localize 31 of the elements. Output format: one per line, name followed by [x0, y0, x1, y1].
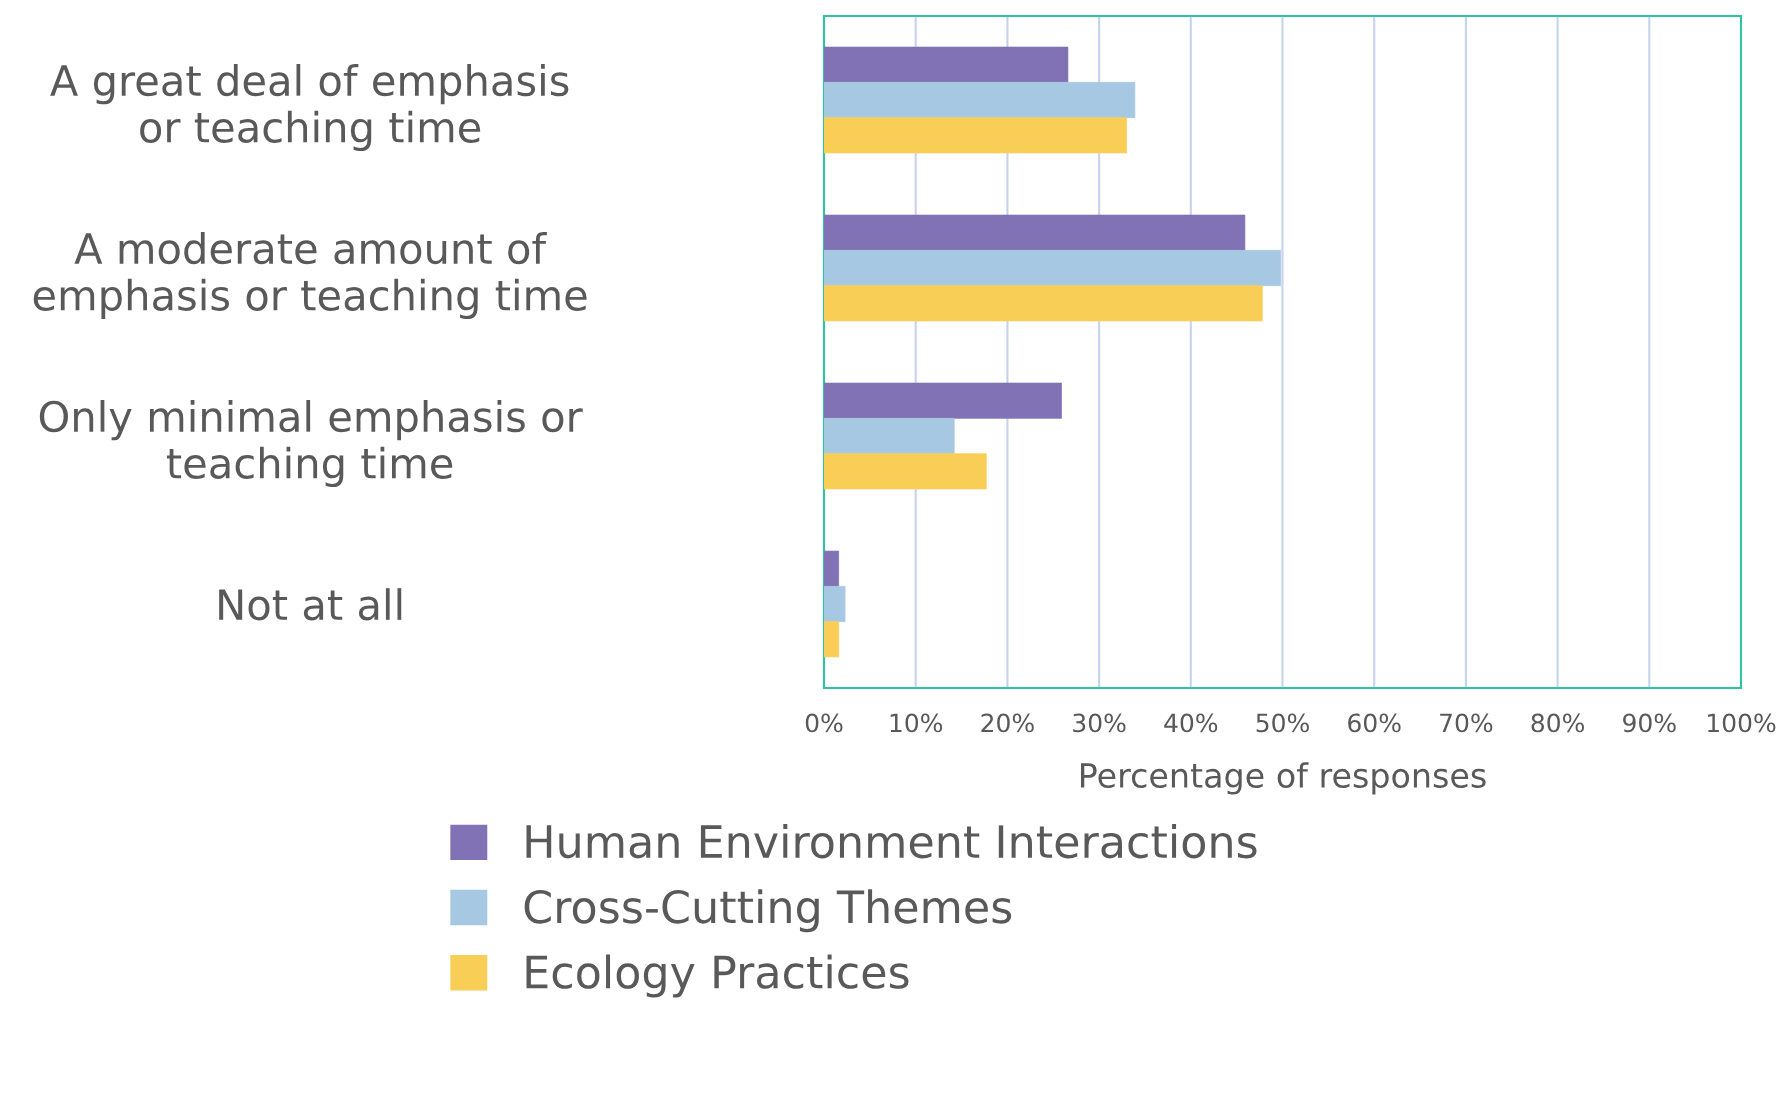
x-tick-label: 60%	[1348, 713, 1401, 733]
y-tick-label: A moderate amount of emphasis or teaching time	[33, 232, 587, 319]
x-axis-title: Percentage of responses	[1080, 762, 1486, 795]
legend-label: Cross-Cutting Themes	[524, 889, 1012, 933]
bar	[824, 453, 987, 490]
x-tick-label: 80%	[1531, 713, 1584, 733]
bar	[824, 285, 1263, 322]
x-tick-label: 10%	[890, 713, 943, 733]
x-tick-label: 70%	[1440, 713, 1493, 733]
bar	[824, 46, 1069, 83]
bar	[824, 82, 1136, 118]
bar	[824, 621, 840, 658]
x-tick-label: 30%	[1073, 713, 1126, 733]
y-tick-label: A great deal of emphasis or teaching time	[50, 64, 569, 151]
bar	[824, 250, 1282, 286]
x-tick-label: 90%	[1623, 713, 1676, 733]
bar	[824, 586, 846, 622]
bar	[824, 382, 1062, 419]
x-tick-label: 20%	[981, 713, 1034, 733]
y-tick-label: Not at all	[219, 588, 402, 621]
bar	[824, 550, 840, 587]
x-tick-label: 0%	[805, 713, 843, 733]
x-tick-label: 50%	[1256, 713, 1309, 733]
legend-label: Human Environment Interactions	[526, 824, 1257, 859]
bar	[824, 117, 1127, 154]
bar	[824, 214, 1246, 251]
x-tick-label: 100%	[1708, 713, 1776, 733]
legend-label: Ecology Practices	[526, 954, 909, 998]
y-tick-label: Only minimal emphasis or teaching time	[39, 400, 583, 487]
x-tick-label: 40%	[1164, 713, 1218, 733]
bar	[824, 418, 955, 454]
